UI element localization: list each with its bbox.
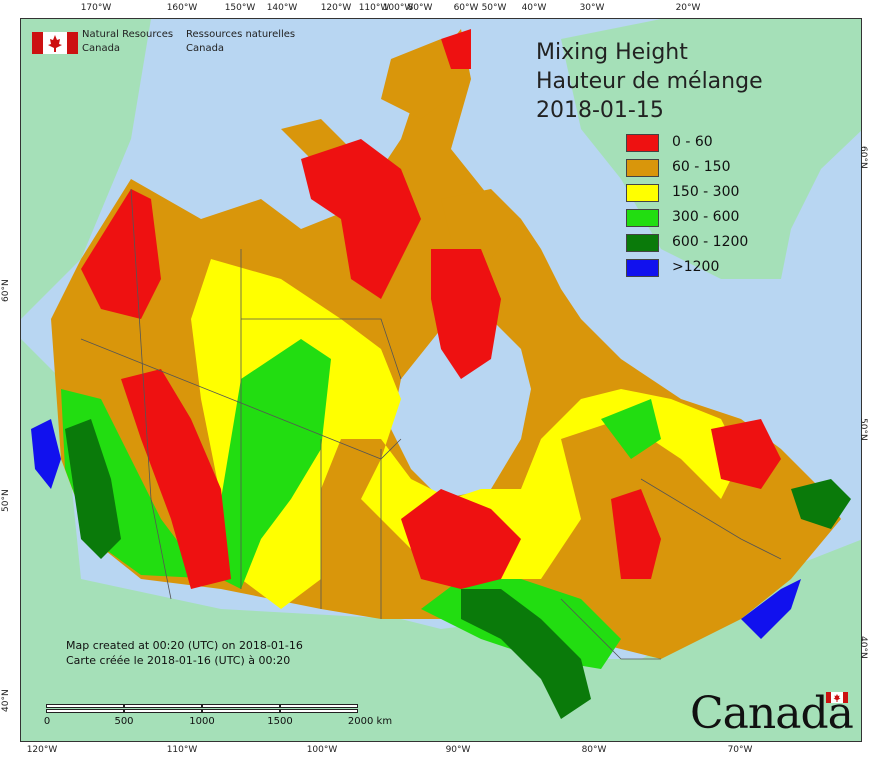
zone-150-300	[191, 259, 741, 609]
wordmark-flag-icon	[826, 692, 848, 703]
zone-0-60-quebec	[611, 489, 661, 579]
zone-600-1200-ontario	[461, 589, 591, 719]
map-title: Mixing Height Hauteur de mélange 2018-01…	[536, 38, 763, 125]
zone-0-60-rockies	[121, 369, 231, 589]
tick-top-2: 160°W	[166, 3, 198, 13]
canada-flag-icon	[32, 32, 78, 54]
scale-bar	[46, 704, 358, 714]
tick-left-1: 60°N	[1, 279, 11, 302]
agency-name-fr: Ressources naturelles Canada	[186, 28, 295, 56]
legend-swatch	[626, 209, 659, 227]
scale-seg	[124, 704, 202, 708]
scale-seg	[280, 709, 358, 713]
tick-top-6: 110°W	[358, 3, 390, 13]
agency-name-en: Natural Resources Canada	[82, 28, 173, 56]
tick-bottom-4: 90°W	[445, 745, 471, 755]
tick-bottom-3: 100°W	[306, 745, 338, 755]
scale-label: 2000 km	[347, 716, 393, 727]
legend-label: 0 - 60	[672, 134, 713, 150]
tick-top-13: 20°W	[675, 3, 701, 13]
zone-0-60-yukon	[81, 189, 161, 319]
tick-bottom-2: 110°W	[166, 745, 198, 755]
scale-seg	[280, 704, 358, 708]
tick-bottom-5: 80°W	[581, 745, 607, 755]
tick-right-1: 60°N	[858, 146, 868, 169]
zone-300-600-prairie	[221, 339, 331, 589]
tick-top-12: 30°W	[579, 3, 605, 13]
credit-fr: Carte créée le 2018-01-16 (UTC) à 00:20	[66, 654, 291, 667]
legend-label: 150 - 300	[672, 184, 740, 200]
tick-top-8: 80°W	[407, 3, 433, 13]
legend-swatch	[626, 134, 659, 152]
scale-seg	[46, 704, 124, 708]
zone-0-60-ne	[441, 29, 471, 69]
legend-label: 60 - 150	[672, 159, 731, 175]
map-date: 2018-01-15	[536, 98, 664, 123]
zone-600-1200-bc	[65, 419, 121, 559]
tick-top-9: 60°W	[453, 3, 479, 13]
hudson-bay	[391, 319, 531, 499]
scale-label: 1500	[267, 716, 293, 727]
tick-top-3: 150°W	[224, 3, 256, 13]
tick-top-10: 50°W	[481, 3, 507, 13]
scale-label: 0	[43, 716, 51, 727]
tick-left-2: 50°N	[1, 489, 11, 512]
map-title-en: Mixing Height	[536, 40, 688, 65]
agency-name-fr-line2: Canada	[186, 43, 225, 54]
legend-swatch	[626, 234, 659, 252]
zone-0-60-labrador	[711, 419, 781, 489]
zone-600-1200-nfld	[791, 479, 851, 529]
tick-top-4: 140°W	[266, 3, 298, 13]
legend-label: >1200	[672, 259, 720, 275]
greenland-land	[561, 19, 861, 279]
tick-top-1: 170°W	[80, 3, 112, 13]
scale-seg	[202, 704, 280, 708]
zone-300-600-quebec	[601, 399, 661, 459]
tick-top-5: 120°W	[320, 3, 352, 13]
scale-seg	[202, 709, 280, 713]
tick-top-11: 40°W	[521, 3, 547, 13]
us-land	[21, 339, 861, 741]
tick-right-3: 40°N	[858, 636, 868, 659]
tick-bottom-1: 120°W	[26, 745, 58, 755]
legend-label: 300 - 600	[672, 209, 740, 225]
zone-gt1200-ns	[741, 579, 801, 639]
provincial-boundaries	[80, 188, 782, 660]
map-canvas[interactable]	[20, 18, 862, 742]
agency-name-en-line2: Canada	[82, 43, 121, 54]
zone-0-60-ontario	[401, 489, 521, 589]
zone-gt1200-bc	[31, 419, 61, 489]
zone-0-60-baffin	[431, 249, 501, 379]
legend-swatch	[626, 259, 659, 277]
agency-name-fr-line1: Ressources naturelles	[186, 29, 296, 40]
agency-name-en-line1: Natural Resources	[82, 29, 174, 40]
legend-label: 600 - 1200	[672, 234, 749, 250]
alaska-land	[21, 19, 151, 319]
legend-swatch	[626, 184, 659, 202]
scale-seg	[46, 709, 124, 713]
zone-0-60-arctic	[301, 139, 421, 299]
tick-right-2: 50°N	[858, 418, 868, 441]
scale-label: 500	[114, 716, 134, 727]
tick-top-7: 100°W	[382, 3, 414, 13]
tick-bottom-6: 70°W	[727, 745, 753, 755]
legend-swatch	[626, 159, 659, 177]
map-credit: Map created at 00:20 (UTC) on 2018-01-16…	[66, 638, 303, 668]
map-svg	[21, 19, 861, 741]
arctic-islands	[281, 39, 521, 259]
map-title-fr: Hauteur de mélange	[536, 69, 763, 94]
scale-seg	[124, 709, 202, 713]
tick-left-3: 40°N	[1, 689, 11, 712]
scale-label: 1000	[189, 716, 215, 727]
credit-en: Map created at 00:20 (UTC) on 2018-01-16	[66, 639, 303, 652]
